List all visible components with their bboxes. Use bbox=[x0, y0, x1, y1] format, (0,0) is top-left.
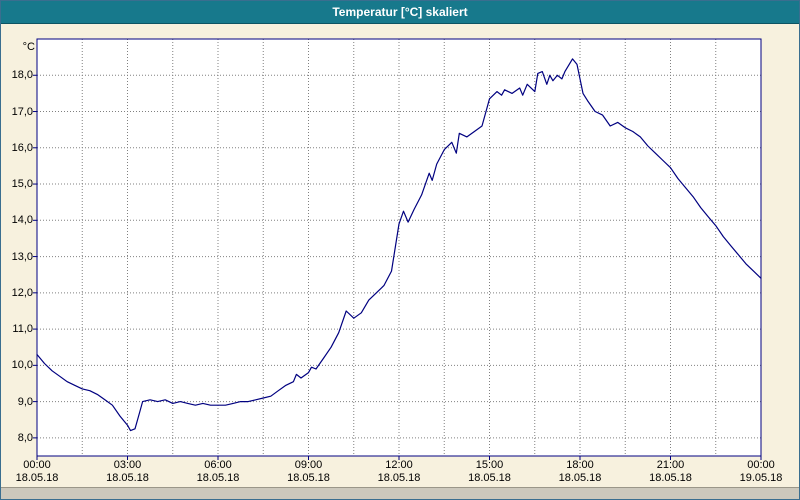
x-tick-time-label: 18:00 bbox=[566, 459, 594, 471]
title-bar: Temperatur [°C] skaliert bbox=[1, 1, 799, 24]
x-tick-date-label: 19.05.18 bbox=[739, 472, 783, 484]
x-tick-date-label: 18.05.18 bbox=[558, 472, 602, 484]
x-tick-time-label: 15:00 bbox=[475, 459, 504, 471]
x-tick-date-label: 18.05.18 bbox=[106, 472, 149, 484]
y-tick-label: 9,0 bbox=[17, 395, 33, 408]
bottom-scrollbar[interactable] bbox=[1, 487, 799, 499]
x-tick-time-label: 12:00 bbox=[385, 459, 413, 471]
x-tick-time-label: 21:00 bbox=[656, 459, 685, 471]
x-tick-date-label: 18.05.18 bbox=[377, 472, 421, 484]
temperature-series-line bbox=[36, 58, 762, 432]
x-tick-date-label: 18.05.18 bbox=[649, 472, 692, 484]
chart-region: °C 8,0 9,0 10,0 11,0 12,0 13,0 14,0 15,0 16,0 17,… bbox=[1, 23, 799, 489]
x-tick-date-label: 18.05.18 bbox=[15, 472, 59, 484]
x-tick-time-label: 00:00 bbox=[23, 459, 51, 471]
chart-canvas bbox=[33, 38, 762, 460]
y-tick-label: 16,0 bbox=[11, 141, 33, 154]
y-tick-label: 11,0 bbox=[12, 323, 33, 336]
x-tick-date-label: 18.05.18 bbox=[196, 472, 240, 484]
x-tick-time-label: 06:00 bbox=[204, 459, 232, 471]
y-tick-label: 17,0 bbox=[11, 105, 33, 118]
x-tick-time-label: 03:00 bbox=[113, 459, 142, 471]
y-tick-label: 8,0 bbox=[17, 431, 33, 444]
x-tick-date-label: 18.05.18 bbox=[468, 472, 511, 484]
y-axis-unit-label: °C bbox=[22, 41, 35, 53]
window-title: Temperatur [°C] skaliert bbox=[332, 5, 468, 19]
y-tick-label: 18,0 bbox=[11, 69, 33, 82]
y-tick-label: 10,0 bbox=[11, 359, 33, 372]
x-tick-time-label: 09:00 bbox=[294, 459, 323, 471]
plot-border bbox=[36, 38, 762, 457]
x-tick-time-label: 00:00 bbox=[747, 459, 775, 471]
y-tick-label: 12,0 bbox=[11, 286, 33, 299]
y-tick-label: 13,0 bbox=[11, 250, 33, 263]
x-tick-date-label: 18.05.18 bbox=[287, 472, 330, 484]
y-tick-label: 14,0 bbox=[11, 214, 33, 227]
y-tick-label: 15,0 bbox=[11, 178, 33, 191]
